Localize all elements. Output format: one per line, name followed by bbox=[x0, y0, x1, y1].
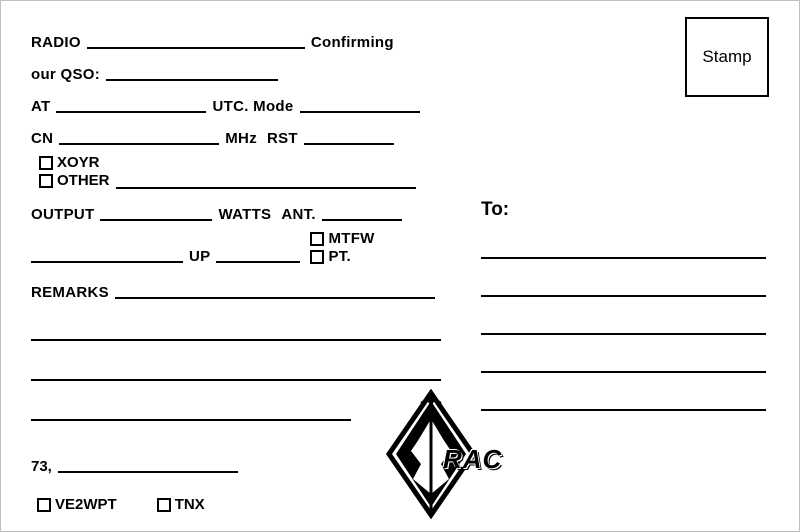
check-tnx-row: TNX bbox=[157, 495, 205, 513]
checkbox-pt[interactable] bbox=[310, 250, 324, 264]
label-mtfw: MTFW bbox=[328, 230, 374, 247]
label-up: UP bbox=[189, 248, 210, 265]
label-to: To: bbox=[481, 199, 766, 221]
blank-output[interactable] bbox=[100, 203, 212, 221]
blank-remarks-3[interactable] bbox=[31, 363, 441, 381]
blank-cn[interactable] bbox=[59, 127, 219, 145]
stamp-label: Stamp bbox=[702, 47, 751, 67]
blank-up[interactable] bbox=[216, 245, 300, 263]
label-radio: RADIO bbox=[31, 34, 81, 51]
blank-radio[interactable] bbox=[87, 31, 305, 49]
qsl-card: Stamp RADIO Confirming our QSO: AT UTC. … bbox=[0, 0, 800, 532]
blank-qso[interactable] bbox=[106, 63, 278, 81]
label-rst: RST bbox=[267, 130, 298, 147]
blank-up-pre[interactable] bbox=[31, 245, 183, 263]
label-confirming: Confirming bbox=[311, 34, 394, 51]
row-radio: RADIO Confirming bbox=[31, 25, 461, 51]
checkbox-mtfw[interactable] bbox=[310, 232, 324, 246]
check-xoyr-row: XOYR bbox=[39, 153, 461, 171]
address-line-4[interactable] bbox=[481, 353, 766, 373]
row-qso: our QSO: bbox=[31, 57, 461, 83]
address-line-2[interactable] bbox=[481, 277, 766, 297]
label-at: AT bbox=[31, 98, 50, 115]
address-line-5[interactable] bbox=[481, 391, 766, 411]
row-cn: CN MHz RST bbox=[31, 121, 461, 147]
label-xoyr: XOYR bbox=[57, 154, 100, 171]
rac-logo-text: RAC bbox=[443, 444, 502, 475]
label-pt: PT. bbox=[328, 248, 351, 265]
blank-rst[interactable] bbox=[304, 127, 394, 145]
label-remarks: REMARKS bbox=[31, 284, 109, 301]
row-up: UP MTFW PT. bbox=[31, 229, 461, 265]
label-tnx: TNX bbox=[175, 496, 205, 513]
label-watts: WATTS bbox=[218, 206, 271, 223]
mtfw-pt-group: MTFW PT. bbox=[310, 229, 374, 265]
address-line-1[interactable] bbox=[481, 239, 766, 259]
label-cn: CN bbox=[31, 130, 53, 147]
check-other-row: OTHER bbox=[39, 171, 461, 189]
blank-remarks-2[interactable] bbox=[31, 323, 441, 341]
blank-remarks-1[interactable] bbox=[115, 281, 435, 299]
check-pt-row: PT. bbox=[310, 247, 374, 265]
label-our-qso: our QSO: bbox=[31, 66, 100, 83]
to-block: To: bbox=[481, 199, 766, 411]
blank-other[interactable] bbox=[116, 171, 416, 189]
label-output: OUTPUT bbox=[31, 206, 94, 223]
row-at: AT UTC. Mode bbox=[31, 89, 461, 115]
row-output: OUTPUT WATTS ANT. bbox=[31, 197, 461, 223]
checkbox-other[interactable] bbox=[39, 174, 53, 188]
footer-checks: VE2WPT TNX bbox=[37, 495, 205, 513]
check-mtfw-row: MTFW bbox=[310, 229, 374, 247]
left-column: RADIO Confirming our QSO: AT UTC. Mode C… bbox=[31, 25, 461, 421]
label-other: OTHER bbox=[57, 172, 110, 189]
label-ant: ANT. bbox=[281, 206, 316, 223]
label-ve2wpt: VE2WPT bbox=[55, 496, 117, 513]
row-remarks: REMARKS bbox=[31, 275, 461, 301]
row-73: 73, bbox=[31, 455, 244, 475]
checkbox-tnx[interactable] bbox=[157, 498, 171, 512]
stamp-box: Stamp bbox=[685, 17, 769, 97]
address-line-3[interactable] bbox=[481, 315, 766, 335]
checkbox-xoyr[interactable] bbox=[39, 156, 53, 170]
blank-at[interactable] bbox=[56, 95, 206, 113]
blank-73[interactable] bbox=[58, 455, 238, 473]
label-mhz: MHz bbox=[225, 130, 257, 147]
blank-remarks-4[interactable] bbox=[31, 403, 351, 421]
blank-ant[interactable] bbox=[322, 203, 402, 221]
check-group: XOYR OTHER bbox=[39, 153, 461, 189]
label-utc-mode: UTC. Mode bbox=[212, 98, 293, 115]
check-ve2wpt-row: VE2WPT bbox=[37, 495, 117, 513]
blank-mode[interactable] bbox=[300, 95, 420, 113]
checkbox-ve2wpt[interactable] bbox=[37, 498, 51, 512]
label-73: 73, bbox=[31, 458, 52, 475]
